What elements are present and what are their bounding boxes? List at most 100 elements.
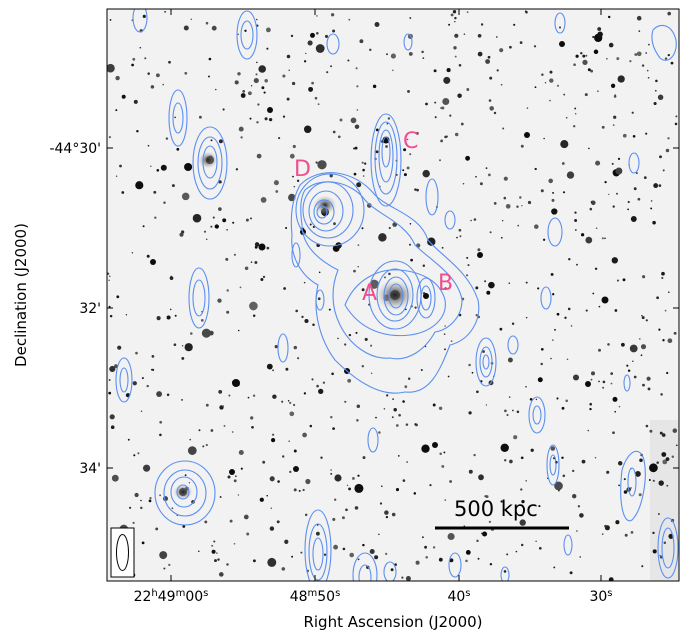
star [630, 531, 634, 534]
star [454, 16, 457, 20]
star [121, 191, 125, 194]
star [602, 380, 606, 384]
star [225, 257, 229, 261]
star [632, 360, 634, 363]
star [505, 203, 511, 209]
star [623, 490, 628, 494]
star [201, 328, 211, 338]
contour-right-4 [628, 152, 640, 174]
star [670, 61, 674, 65]
star [379, 502, 383, 505]
star [251, 425, 254, 429]
star [216, 552, 218, 554]
star [144, 57, 147, 60]
star [166, 315, 171, 320]
star [500, 443, 509, 453]
star [334, 474, 342, 482]
star [572, 124, 576, 128]
star [222, 218, 227, 223]
bright-star [601, 296, 609, 304]
star [176, 147, 180, 151]
contour-bottom-4 [383, 561, 397, 581]
star [414, 188, 417, 191]
star [390, 568, 394, 572]
star [521, 205, 523, 207]
star [252, 314, 256, 317]
star [250, 261, 253, 263]
star [556, 397, 559, 400]
star [543, 137, 545, 140]
star [293, 449, 297, 453]
star [163, 567, 166, 570]
star [218, 180, 222, 184]
star [264, 79, 268, 83]
star [639, 458, 643, 463]
star [601, 533, 604, 535]
star [231, 431, 234, 433]
star [495, 36, 498, 38]
star [467, 264, 470, 267]
star [223, 424, 226, 427]
star [188, 482, 191, 484]
star [424, 545, 428, 549]
star [519, 41, 523, 44]
star [416, 188, 419, 192]
star [312, 323, 315, 326]
star [398, 413, 401, 417]
star [198, 429, 201, 432]
star [480, 23, 484, 26]
star [315, 161, 318, 164]
star [302, 488, 305, 492]
star [268, 117, 273, 122]
star [245, 218, 249, 222]
star [150, 85, 155, 89]
star [589, 407, 592, 411]
star [658, 328, 661, 331]
star [247, 396, 250, 399]
star [362, 168, 365, 172]
star [334, 498, 337, 501]
star [615, 520, 620, 525]
star [184, 71, 188, 75]
star [592, 292, 595, 295]
star [281, 400, 284, 403]
star [447, 532, 455, 541]
star [155, 73, 160, 78]
star [233, 253, 236, 256]
contour-diffuse-outer [290, 172, 480, 394]
star [665, 457, 670, 461]
star [114, 364, 118, 369]
star [132, 521, 135, 525]
star [316, 32, 319, 35]
star [438, 406, 443, 411]
star [554, 481, 563, 491]
star [374, 22, 380, 27]
star [207, 75, 211, 78]
star [427, 237, 436, 246]
star [597, 31, 603, 38]
star [332, 517, 336, 521]
star [659, 431, 663, 435]
star [627, 369, 631, 372]
star [256, 153, 262, 159]
star [330, 65, 333, 68]
star [256, 61, 258, 64]
contour-top-right [651, 24, 677, 61]
star [217, 558, 220, 561]
star [512, 409, 514, 412]
star [663, 541, 667, 545]
contour-b-2 [420, 285, 432, 311]
star [337, 135, 341, 139]
star [617, 461, 623, 466]
star [322, 381, 326, 384]
star [457, 93, 462, 98]
star [305, 478, 311, 485]
star [406, 166, 410, 170]
star [647, 43, 650, 46]
star [266, 363, 273, 370]
star [274, 345, 278, 349]
star [653, 101, 657, 106]
star [450, 13, 454, 17]
star [540, 362, 543, 366]
star [151, 355, 155, 358]
